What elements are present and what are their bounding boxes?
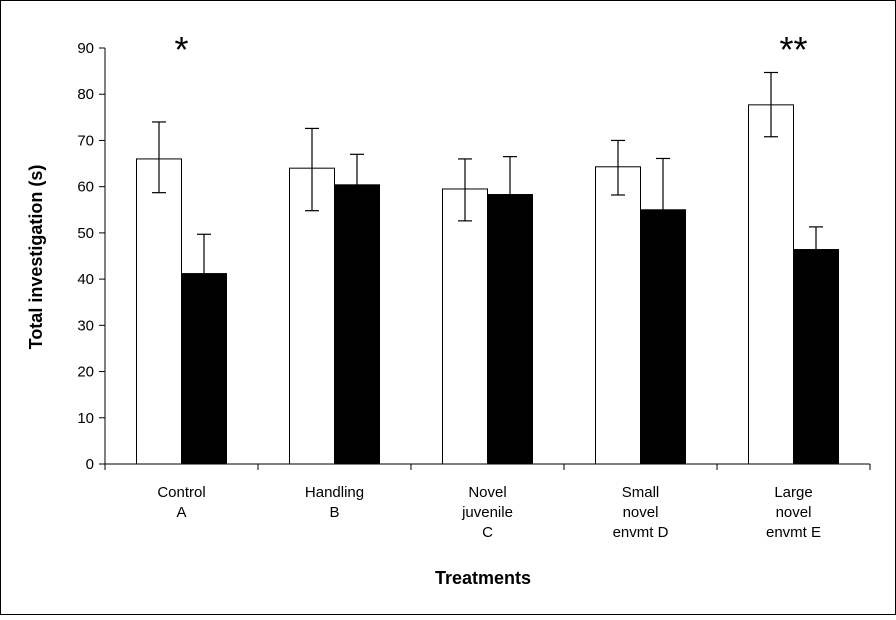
y-tick-label: 60 [77, 179, 94, 196]
bar [181, 273, 227, 465]
bar [640, 209, 686, 465]
y-tick-label: 80 [77, 86, 94, 103]
x-category-label: Control A [157, 484, 205, 521]
significance-marker: ** [779, 29, 807, 70]
y-axis-title: Total investigation (s) [26, 165, 46, 350]
y-tick-label: 0 [86, 456, 94, 473]
x-category-label: Large novel envmt E [766, 484, 821, 541]
bar [136, 158, 182, 465]
bar [289, 167, 335, 465]
x-category-label: Novel juvenile C [461, 484, 513, 541]
bar [334, 184, 380, 465]
y-tick-label: 20 [77, 364, 94, 381]
x-category-label: Small novel envmt D [613, 484, 669, 541]
bar [442, 188, 488, 465]
bar [793, 249, 839, 465]
bar [595, 166, 641, 465]
y-tick-label: 40 [77, 271, 94, 288]
significance-marker: * [174, 29, 188, 70]
bar [748, 104, 794, 465]
y-tick-label: 70 [77, 132, 94, 149]
x-category-label: Handling B [305, 484, 364, 521]
x-axis-title: Treatments [435, 568, 531, 588]
plot-area: 0 10 20 30 40 50 60 70 80 90 Control A Handling B Nove… [77, 29, 871, 541]
y-tick-label: 50 [77, 225, 94, 242]
y-tick-label: 30 [77, 317, 94, 334]
bar [487, 194, 533, 465]
y-tick-label: 90 [77, 40, 94, 57]
y-tick-label: 10 [77, 410, 94, 427]
